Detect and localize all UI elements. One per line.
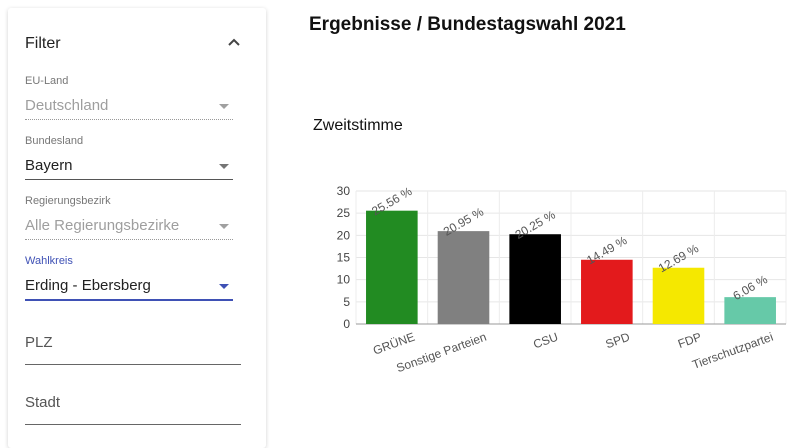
wahlkreis-label: Wahlkreis [25, 255, 73, 267]
wahlkreis-select[interactable]: Wahlkreis Erding - Ebersberg [25, 255, 233, 301]
y-tick-label: 20 [337, 228, 351, 242]
category-label: Tierschutzpartei [690, 330, 775, 372]
y-tick-label: 30 [337, 184, 351, 198]
dropdown-arrow-icon [219, 104, 229, 109]
bar [437, 231, 490, 324]
y-tick-label: 25 [337, 206, 351, 220]
wahlkreis-underline [25, 299, 233, 301]
stadt-placeholder: Stadt [25, 394, 61, 411]
plz-input[interactable]: PLZ [25, 334, 241, 365]
regierungsbezirk-value: Alle Regierungsbezirke [25, 217, 180, 234]
regierungsbezirk-label: Regierungsbezirk [25, 195, 111, 207]
filter-header[interactable]: Filter [25, 33, 245, 53]
category-label: GRÜNE [371, 330, 417, 358]
category-label: CSU [531, 330, 560, 352]
page-title: Ergebnisse / Bundestagswahl 2021 [309, 14, 626, 35]
plz-placeholder: PLZ [25, 334, 53, 351]
bar [366, 210, 418, 324]
y-tick-label: 5 [343, 295, 350, 309]
bundesland-select[interactable]: Bundesland Bayern [25, 135, 233, 180]
eu-land-underline [25, 119, 233, 120]
bundesland-underline [25, 179, 233, 180]
y-tick-label: 0 [343, 317, 350, 331]
category-label: FDP [676, 330, 703, 351]
y-tick-label: 10 [337, 273, 351, 287]
stadt-input[interactable]: Stadt [25, 394, 241, 425]
eu-land-select[interactable]: EU-Land Deutschland [25, 75, 233, 120]
bundesland-value: Bayern [25, 157, 73, 174]
dropdown-arrow-icon [219, 224, 229, 229]
category-label: SPD [604, 330, 632, 352]
dropdown-arrow-icon [219, 164, 229, 169]
section-title: Zweitstimme [313, 117, 403, 134]
bar [724, 297, 776, 324]
bar [581, 259, 633, 324]
dropdown-arrow-icon [219, 284, 229, 289]
wahlkreis-value: Erding - Ebersberg [25, 277, 151, 294]
y-tick-label: 15 [337, 251, 351, 265]
collapse-button[interactable] [223, 33, 245, 51]
bar [652, 267, 705, 324]
eu-land-value: Deutschland [25, 97, 109, 114]
eu-land-label: EU-Land [25, 75, 69, 87]
plz-underline [25, 364, 241, 365]
regierungsbezirk-underline [25, 239, 233, 240]
bundesland-label: Bundesland [25, 135, 84, 147]
regierungsbezirk-select[interactable]: Regierungsbezirk Alle Regierungsbezirke [25, 195, 233, 240]
filter-title: Filter [25, 35, 61, 52]
stadt-underline [25, 424, 241, 425]
bar [509, 234, 561, 324]
chevron-up-icon [228, 38, 240, 46]
